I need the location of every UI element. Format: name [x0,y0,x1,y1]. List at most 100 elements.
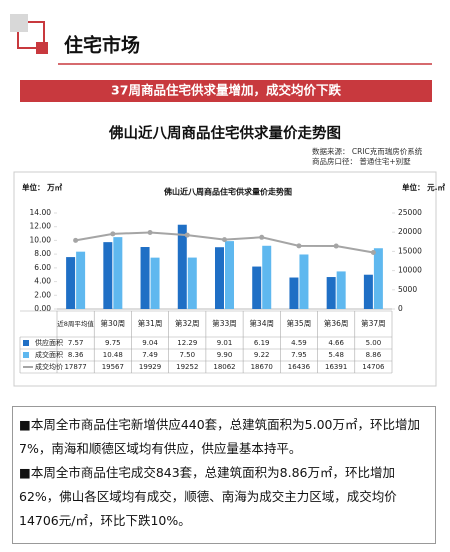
bar [336,271,346,309]
legend-label: 成交面积 [35,350,63,359]
bar [363,274,373,309]
y2-tick-label: 5000 [398,285,417,294]
legend-key [23,352,29,358]
deco-square [36,42,48,54]
x-tick-label: 第35周 [287,318,312,328]
bar [289,277,299,309]
x-tick-label: 第36周 [324,318,349,328]
text-box: ■本周全市商品住宅新增供应440套，总建筑面积为5.00万㎡，环比增加7%，南海… [12,406,436,544]
scope-note: 商品房口径： 普通住宅+别墅 [312,156,411,166]
table-value: 8.36 [68,351,84,359]
y-unit: 单位： 万㎡ [22,182,63,192]
y-tick-label: 12.00 [30,222,52,231]
table-value: 16436 [288,363,311,371]
banner-text: 37周商品住宅供求量增加，成交均价下跌 [111,83,341,98]
table-value: 16391 [325,363,347,371]
bar [103,242,113,309]
table-value: 18062 [213,363,235,371]
point [73,237,79,243]
point [370,250,376,256]
bullet: ■本周全市商品住宅新增供应440套，总建筑面积为5.00万㎡，环比增加7%，南海… [19,413,429,461]
table-value: 4.66 [328,339,344,347]
bar [225,241,234,309]
bar [140,247,150,309]
bar [326,277,336,309]
bar [177,224,187,309]
bullet-text: 本周全市商品住宅新增供应440套，总建筑面积为5.00万㎡，环比增加7%，南海和… [19,417,421,456]
table-value: 18670 [251,363,273,371]
x-tick-label: 第33周 [212,318,237,328]
deco-square [17,21,45,49]
inner-title: 佛山近八周商品住宅供求量价走势图 [163,187,292,197]
source-note: 数据来源： CRIC克而瑞房价系统 [312,146,423,156]
chart-title: 佛山近八周商品住宅供求量价走势图 [108,124,341,142]
x-tick-label: 近8周平均值 [57,319,94,328]
y-tick-label: 4.00 [34,277,51,286]
table-value: 9.90 [217,351,233,359]
chart: 住宅市场 37周商品住宅供求量增加，成交均价下跌 佛山近八周商品住宅供求量价走势… [10,14,445,387]
bar [187,257,197,309]
page-title: 住宅市场 [64,34,140,57]
y-tick-label: 2.00 [34,290,51,299]
bar [150,257,160,309]
y-tick-label: 0.00 [34,304,51,313]
table-value: 12.29 [177,339,197,347]
bar [373,248,383,309]
bar [66,257,76,309]
table-value: 17877 [64,363,86,371]
y2-tick-label: 10000 [398,266,422,275]
y2-tick-label: 20000 [398,227,422,236]
y-tick-label: 14.00 [30,208,52,217]
table-value: 19929 [139,363,161,371]
bar [113,237,123,309]
bar [215,247,224,309]
table-value: 5.48 [328,351,344,359]
point [222,237,227,243]
y2-tick-label: 15000 [398,246,422,255]
table-value: 7.57 [68,339,84,347]
legend-label: 供应面积 [35,338,63,347]
x-tick-label: 第37周 [361,318,386,328]
legend-key [23,340,29,346]
table-value: 7.49 [142,351,158,359]
point [184,232,190,238]
chart-frame [13,171,437,387]
bullet: ■本周全市商品住宅成交843套，总建筑面积为8.86万㎡，环比增加62%，佛山各… [19,461,429,533]
table-value: 4.59 [291,339,307,347]
bullet-text: 本周全市商品住宅成交843套，总建筑面积为8.86万㎡，环比增加62%，佛山各区… [19,465,397,528]
banner [20,80,432,102]
y-tick-label: 10.00 [30,235,52,244]
table-value: 9.01 [217,339,233,347]
y-tick-label: 6.00 [34,263,51,272]
legend-label: 成交均价 [35,362,63,371]
y2-tick-label: 25000 [398,208,422,217]
table-value: 14706 [362,363,385,371]
bullet-marker: ■ [19,465,31,480]
point [333,243,339,249]
x-tick-label: 第32周 [175,318,200,328]
y2-tick-label: 0 [398,304,403,313]
table-value: 5.00 [366,339,382,347]
table-value: 10.48 [103,351,123,359]
y2-unit: 单位： 元.㎡ [402,182,445,192]
table-value: 7.50 [179,351,195,359]
table-value: 6.19 [254,339,270,347]
y-tick-label: 8.00 [34,249,51,258]
table-value: 19252 [176,363,198,371]
x-tick-label: 第30周 [101,318,126,328]
bullet-marker: ■ [19,417,31,432]
bar [76,251,86,309]
table-value: 9.04 [142,339,158,347]
point [110,231,116,237]
table-value: 7.95 [291,351,307,359]
table-value: 9.75 [105,339,121,347]
table-value: 9.22 [254,351,270,359]
point [296,243,302,249]
bar [299,254,309,309]
point [259,234,265,240]
table-value: 19567 [102,363,124,371]
x-tick-label: 第31周 [138,318,163,328]
bar [252,266,262,309]
deco-square [10,14,28,32]
